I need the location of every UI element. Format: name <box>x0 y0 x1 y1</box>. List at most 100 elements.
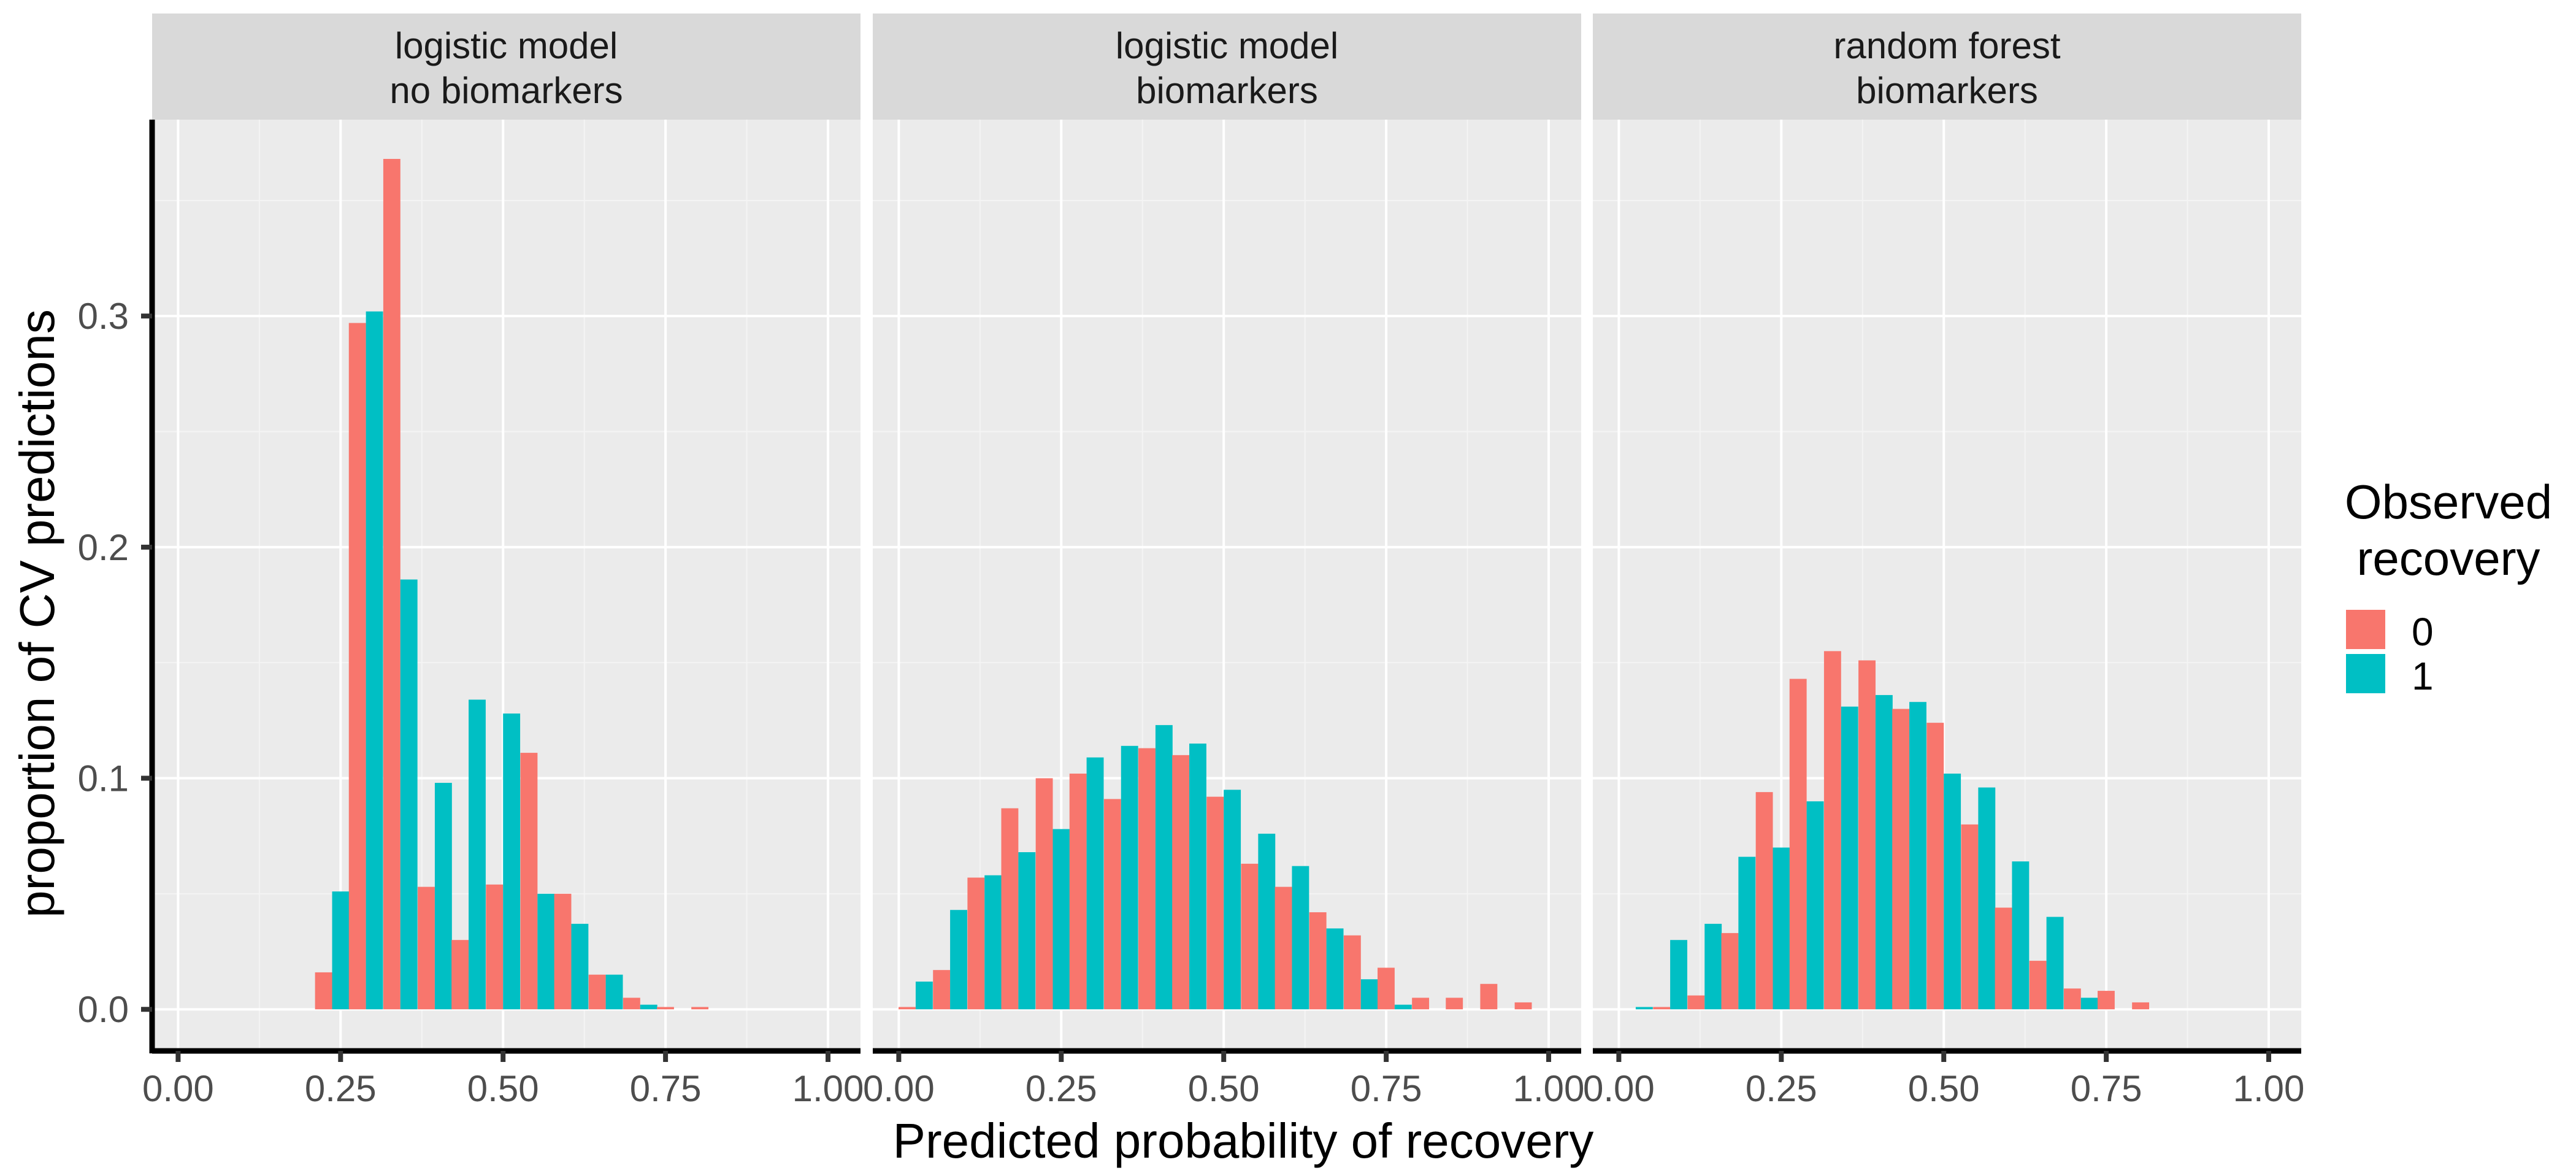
bar-observed-1 <box>1121 745 1138 1010</box>
bar-observed-0 <box>1275 886 1292 1010</box>
bar-observed-1 <box>2080 998 2098 1010</box>
x-tick-label: 0.25 <box>1746 1068 1817 1109</box>
bar-observed-0 <box>1001 808 1019 1010</box>
bar-observed-1 <box>1258 833 1276 1010</box>
y-tick-label: 0.1 <box>78 758 129 799</box>
bar-observed-0 <box>1241 863 1259 1010</box>
x-tick-label: 1.00 <box>2233 1068 2305 1109</box>
facet-title-line1: random forest <box>1833 25 2060 66</box>
bar-observed-1 <box>1806 801 1824 1010</box>
bar-observed-0 <box>348 323 366 1010</box>
bar-observed-0 <box>383 159 401 1010</box>
bar-observed-1 <box>1875 694 1893 1010</box>
legend-title-line1: Observed <box>2345 475 2552 529</box>
x-tick-label: 0.25 <box>305 1068 377 1109</box>
bar-observed-1 <box>2012 861 2030 1010</box>
bar-observed-1 <box>1224 790 1241 1010</box>
bar-observed-1 <box>469 699 486 1010</box>
bar-observed-1 <box>332 891 350 1010</box>
bar-observed-1 <box>1052 829 1070 1010</box>
x-tick-label: 0.00 <box>1583 1068 1655 1109</box>
facet-title-line2: biomarkers <box>1136 70 1318 111</box>
bar-observed-1 <box>1670 940 1687 1010</box>
bar-observed-1 <box>400 579 418 1010</box>
bar-observed-0 <box>1687 995 1705 1010</box>
bar-observed-0 <box>2029 961 2047 1010</box>
facet-title-line1: logistic model <box>1116 25 1339 66</box>
x-axis-title: Predicted probability of recovery <box>893 1113 1594 1168</box>
bar-observed-1 <box>984 875 1002 1010</box>
bar-observed-0 <box>933 970 951 1010</box>
bar-observed-0 <box>588 974 606 1010</box>
bar-observed-1 <box>1360 979 1378 1010</box>
x-tick-label: 0.00 <box>863 1068 935 1109</box>
bar-observed-0 <box>899 1007 916 1010</box>
legend-title-line2: recovery <box>2356 531 2540 585</box>
bar-observed-0 <box>315 972 332 1010</box>
bar-observed-1 <box>1635 1007 1653 1010</box>
bar-observed-0 <box>2132 1002 2150 1010</box>
x-tick-label: 1.00 <box>1513 1068 1585 1109</box>
bar-observed-1 <box>1189 744 1206 1010</box>
bar-observed-1 <box>1292 866 1309 1010</box>
bar-observed-0 <box>1035 778 1053 1010</box>
x-tick-label: 0.25 <box>1025 1068 1097 1109</box>
bar-observed-1 <box>1086 757 1104 1010</box>
bar-observed-1 <box>1394 1004 1412 1010</box>
y-tick-label: 0.0 <box>78 989 129 1030</box>
bar-observed-0 <box>554 893 572 1010</box>
bar-observed-0 <box>1412 998 1430 1010</box>
bar-observed-0 <box>1514 1002 1532 1010</box>
bar-observed-1 <box>434 783 452 1010</box>
legend-key-observed-1 <box>2346 654 2385 693</box>
x-tick-label: 0.75 <box>1351 1068 1422 1109</box>
bar-observed-0 <box>1653 1007 1671 1010</box>
facet-title-line2: no biomarkers <box>389 70 623 111</box>
bar-observed-0 <box>2098 991 2115 1010</box>
facet-strip <box>1593 13 2301 120</box>
bar-observed-1 <box>1944 773 1961 1010</box>
bar-observed-0 <box>451 940 469 1010</box>
bar-observed-1 <box>950 910 967 1010</box>
bar-observed-1 <box>1909 702 1926 1010</box>
bar-observed-0 <box>1858 660 1876 1010</box>
facet-strip <box>873 13 1581 120</box>
bar-observed-1 <box>1773 847 1790 1010</box>
bar-observed-1 <box>605 974 623 1010</box>
bar-observed-1 <box>571 923 589 1010</box>
legend-label-observed-0: 0 <box>2412 610 2434 654</box>
bar-observed-0 <box>1103 799 1121 1010</box>
bar-observed-0 <box>1789 679 1807 1010</box>
bar-observed-1 <box>1018 852 1036 1010</box>
bar-observed-1 <box>503 713 521 1010</box>
x-tick-label: 1.00 <box>792 1068 864 1109</box>
bar-observed-0 <box>418 886 435 1010</box>
bar-observed-0 <box>1926 723 1944 1010</box>
bar-observed-1 <box>915 981 933 1010</box>
bar-observed-1 <box>2046 917 2064 1010</box>
bar-observed-0 <box>691 1007 709 1010</box>
bar-observed-1 <box>1738 856 1756 1010</box>
bar-observed-0 <box>2063 988 2081 1010</box>
bar-observed-1 <box>1155 725 1173 1010</box>
facet-title-line1: logistic model <box>395 25 618 66</box>
legend: Observed recovery 0 1 <box>2345 475 2552 698</box>
y-axis-title: proportion of CV predictions <box>10 309 64 918</box>
bar-observed-1 <box>1326 928 1344 1010</box>
x-tick-label: 0.00 <box>142 1068 214 1109</box>
bar-observed-0 <box>1206 796 1224 1010</box>
bar-observed-0 <box>1823 651 1841 1010</box>
bar-observed-0 <box>486 884 504 1010</box>
bar-observed-0 <box>1378 967 1395 1010</box>
bar-observed-0 <box>1309 912 1327 1010</box>
bar-observed-1 <box>1704 923 1722 1010</box>
facet-title-line2: biomarkers <box>1856 70 2038 111</box>
facet-strip <box>152 13 861 120</box>
x-tick-label: 0.75 <box>2071 1068 2142 1109</box>
bar-observed-0 <box>1343 935 1361 1010</box>
bar-observed-0 <box>967 877 985 1010</box>
legend-label-observed-1: 1 <box>2412 654 2434 698</box>
